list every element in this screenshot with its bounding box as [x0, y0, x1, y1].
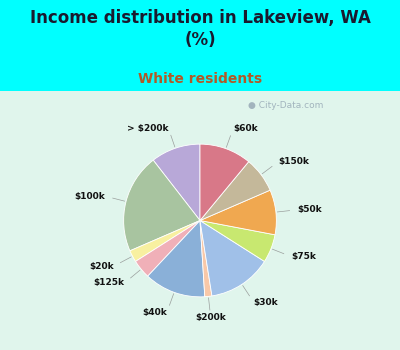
- Text: White residents: White residents: [138, 72, 262, 86]
- Text: Income distribution in Lakeview, WA
(%): Income distribution in Lakeview, WA (%): [30, 9, 370, 49]
- Text: $40k: $40k: [142, 308, 167, 317]
- Text: $30k: $30k: [254, 298, 278, 307]
- Wedge shape: [200, 220, 264, 296]
- Text: $200k: $200k: [195, 313, 226, 322]
- Text: $100k: $100k: [74, 192, 105, 201]
- Text: $75k: $75k: [291, 252, 316, 261]
- Wedge shape: [200, 220, 275, 261]
- FancyBboxPatch shape: [0, 91, 400, 350]
- Text: $20k: $20k: [89, 262, 114, 271]
- Wedge shape: [200, 144, 249, 220]
- Wedge shape: [148, 220, 205, 297]
- Wedge shape: [200, 162, 270, 220]
- Wedge shape: [200, 220, 212, 297]
- Text: $150k: $150k: [278, 157, 309, 166]
- Wedge shape: [136, 220, 200, 276]
- Text: $50k: $50k: [297, 205, 322, 214]
- Wedge shape: [130, 220, 200, 261]
- Wedge shape: [153, 144, 200, 220]
- Text: $60k: $60k: [233, 124, 258, 133]
- Wedge shape: [200, 190, 276, 235]
- Text: > $200k: > $200k: [127, 124, 168, 133]
- Wedge shape: [124, 160, 200, 251]
- Text: ● City-Data.com: ● City-Data.com: [248, 102, 323, 111]
- Text: $125k: $125k: [94, 278, 125, 287]
